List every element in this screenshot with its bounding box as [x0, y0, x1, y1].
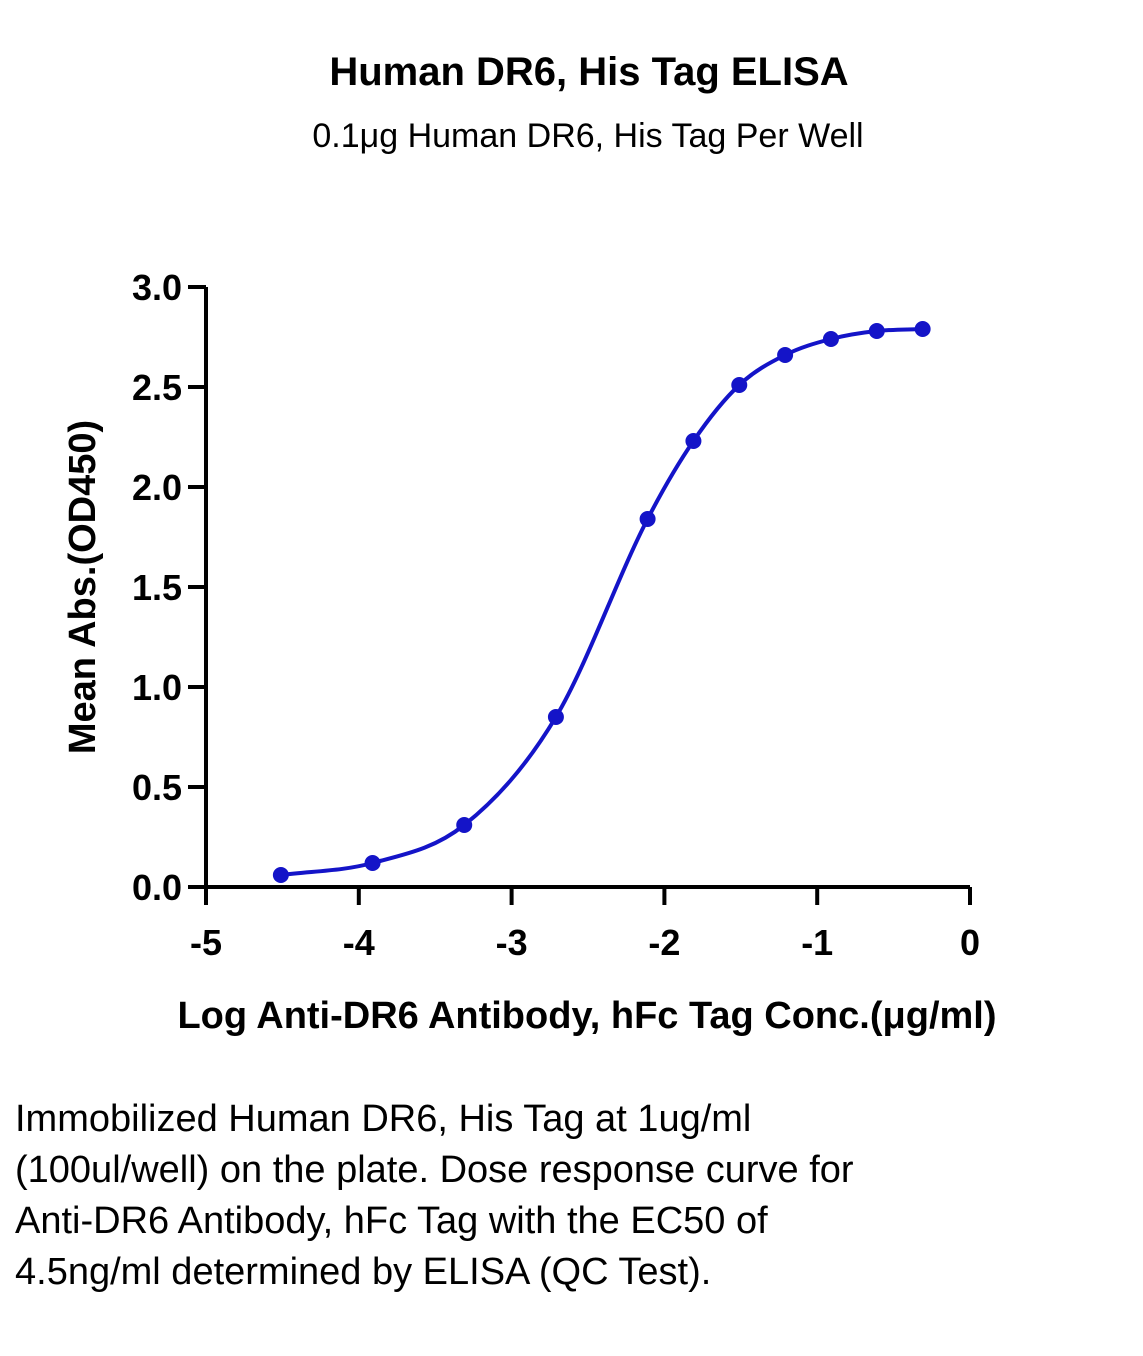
- data-point: [731, 377, 748, 393]
- data-point: [272, 867, 289, 883]
- y-axis-label: Mean Abs.(OD450): [62, 420, 104, 754]
- y-tick-label: 1.5: [132, 567, 182, 608]
- data-point: [364, 855, 381, 871]
- data-point: [914, 321, 931, 337]
- data-point: [777, 347, 794, 363]
- fit-curve: [280, 327, 923, 877]
- y-tick-label: 2.5: [132, 367, 182, 408]
- y-tick-label: 0.0: [132, 867, 182, 908]
- data-point: [685, 433, 702, 449]
- x-tick-label: -5: [190, 922, 222, 963]
- data-point: [547, 709, 564, 725]
- data-point: [868, 323, 885, 339]
- y-tick-label: 0.5: [132, 767, 182, 808]
- figure-caption: Immobilized Human DR6, His Tag at 1ug/ml…: [15, 1098, 854, 1293]
- x-tick-label: -4: [343, 922, 375, 963]
- x-axis-label: Log Anti-DR6 Antibody, hFc Tag Conc.(μg/…: [177, 995, 996, 1037]
- x-tick-label: -3: [496, 922, 528, 963]
- chart-title: Human DR6, His Tag ELISA: [329, 50, 849, 94]
- y-tick-label: 2.0: [132, 467, 182, 508]
- chart-subtitle: 0.1μg Human DR6, His Tag Per Well: [312, 117, 864, 155]
- x-tick-label: 0: [960, 922, 980, 963]
- data-point: [822, 331, 839, 347]
- chart-ticks: 0.0 0.5 1.0 1.5 2.0 2.5 3.0 -5 -4 -3 -2 -1 0: [132, 267, 980, 963]
- x-tick-label: -1: [801, 922, 833, 963]
- data-point: [456, 817, 473, 833]
- elisa-chart: 0.0 0.5 1.0 1.5 2.0 2.5 3.0 -5 -4 -3 -2 -1 0 Mean Ab…: [62, 267, 997, 1037]
- y-tick-label: 3.0: [132, 267, 182, 308]
- chart-axes: [204, 287, 970, 889]
- y-tick-label: 1.0: [132, 667, 182, 708]
- data-points: [272, 321, 931, 883]
- data-point: [639, 511, 656, 527]
- x-tick-label: -2: [648, 922, 680, 963]
